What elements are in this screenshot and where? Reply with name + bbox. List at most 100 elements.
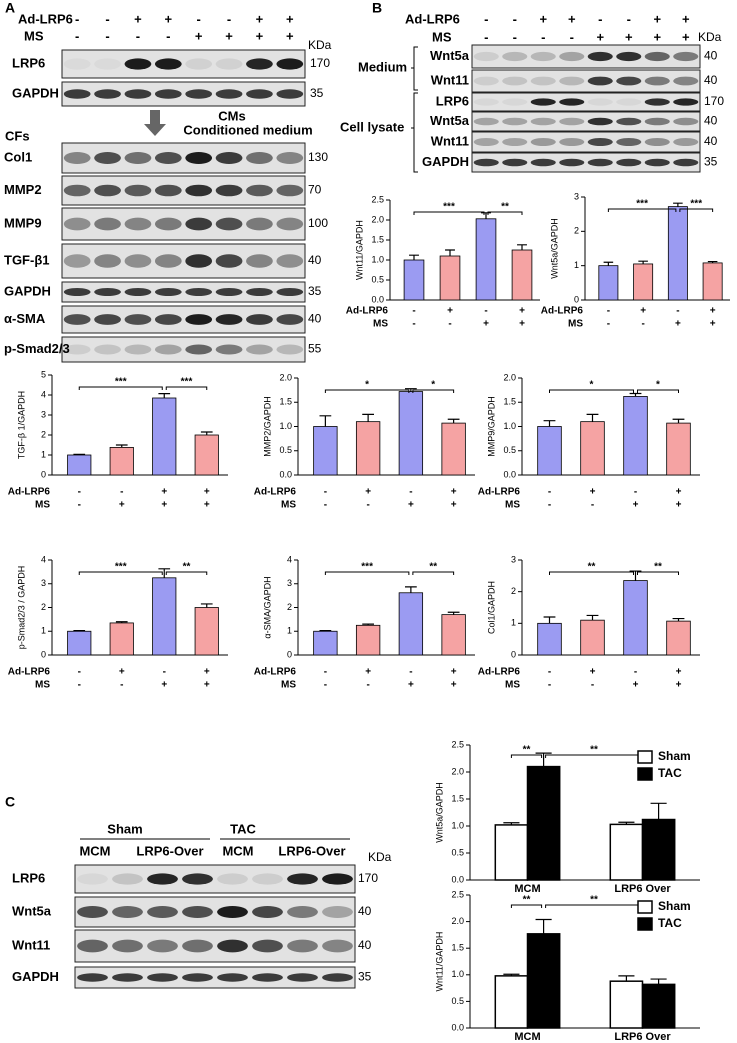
blot-band (559, 138, 585, 146)
legend-label: TAC (658, 766, 682, 780)
y-tick-label: 1.0 (451, 969, 464, 979)
blot-band (644, 138, 670, 146)
condition-value: - (105, 28, 109, 43)
kda-label: 35 (308, 284, 322, 298)
condition-value: - (548, 487, 551, 498)
y-tick-label: 0.0 (279, 469, 292, 479)
blot-band (215, 58, 243, 70)
condition-value: + (519, 306, 525, 317)
row-label: TGF-β1 (4, 252, 50, 267)
blot-band (182, 939, 213, 953)
blot-band (559, 158, 585, 167)
y-tick-label: 0 (287, 649, 292, 659)
error-bar (672, 617, 685, 622)
sig-label: ** (523, 745, 531, 756)
blot-band (246, 217, 273, 231)
blot-band (644, 98, 670, 106)
blot-band (673, 98, 699, 106)
sig-label: *** (181, 377, 193, 388)
blot-band (502, 76, 528, 86)
bar (598, 265, 619, 301)
error-bar (629, 392, 642, 397)
blot-band (182, 906, 213, 918)
blot-band (215, 314, 243, 325)
blot-band (673, 51, 699, 62)
condition-value: + (596, 29, 604, 44)
blot-band (276, 58, 304, 70)
error-bar (319, 415, 332, 427)
sig-bracket (679, 208, 714, 212)
blot-band (559, 117, 585, 126)
y-tick-label: 0.5 (503, 445, 516, 455)
condition-value: - (513, 29, 517, 44)
blot-band (587, 117, 613, 126)
condition-value: + (710, 319, 716, 330)
blot-band (112, 939, 143, 953)
error-bar (447, 611, 460, 615)
blot-band (124, 152, 152, 164)
condition-value: - (513, 11, 517, 26)
condition-value: + (519, 319, 525, 330)
blot-band (252, 973, 283, 982)
lane-label: MCM (222, 843, 253, 858)
blot-band (94, 314, 121, 325)
blot-band (94, 344, 121, 355)
blot-band (124, 217, 152, 231)
condition-value: + (568, 11, 576, 26)
blot-band (276, 314, 304, 325)
y-tick-label: 1.5 (371, 234, 384, 244)
condition-value: + (539, 11, 547, 26)
blot-band (154, 152, 182, 164)
blot-strip (61, 281, 306, 303)
error-bar (158, 393, 171, 398)
blot-band (112, 973, 143, 982)
blot-band (124, 314, 152, 325)
error-bar (543, 616, 556, 624)
condition-name: Ad-LRP6 (346, 306, 389, 317)
error-bar (447, 418, 460, 424)
blot-band (124, 344, 152, 355)
condition-value: + (676, 680, 682, 691)
kda-label: 40 (704, 114, 718, 128)
blot-strip (74, 966, 356, 989)
y-axis-label: Wnt5a/GAPDH (549, 218, 559, 279)
bar (355, 624, 381, 656)
legend-label: TAC (658, 916, 682, 930)
sig-bracket (78, 571, 163, 575)
bar (439, 255, 461, 301)
error-bar (362, 623, 375, 626)
condition-value: + (256, 28, 264, 43)
condition-value: - (366, 500, 369, 511)
group-bracket (411, 92, 418, 173)
bar (355, 421, 381, 476)
row-label: Wnt5a (430, 113, 470, 128)
panel-label: A (5, 0, 15, 16)
condition-value: - (166, 28, 170, 43)
sig-bracket (549, 571, 634, 575)
kda-label: 170 (358, 871, 378, 885)
blot-band (63, 152, 91, 164)
bar (441, 614, 466, 656)
y-tick-label: 2.5 (451, 739, 464, 749)
bar (526, 933, 561, 1029)
arrow (144, 110, 166, 136)
blot-band (217, 939, 248, 953)
condition-value: - (120, 680, 123, 691)
y-tick-label: 1 (574, 260, 579, 270)
row-label: Wnt5a (12, 903, 52, 918)
row-label: GAPDH (4, 283, 51, 298)
blot-band (215, 152, 243, 164)
bar (580, 421, 605, 476)
blot-band (502, 98, 528, 106)
y-tick-label: 3 (511, 554, 516, 564)
condition-value: + (225, 28, 233, 43)
sig-label: ** (590, 895, 598, 906)
bar (580, 619, 605, 656)
error-bar (115, 444, 128, 448)
blot-band (246, 344, 273, 355)
condition-value: + (451, 500, 457, 511)
blot-band (217, 973, 248, 982)
sig-label: ** (183, 562, 191, 573)
sig-label: *** (636, 199, 648, 210)
sig-bracket (412, 389, 455, 393)
